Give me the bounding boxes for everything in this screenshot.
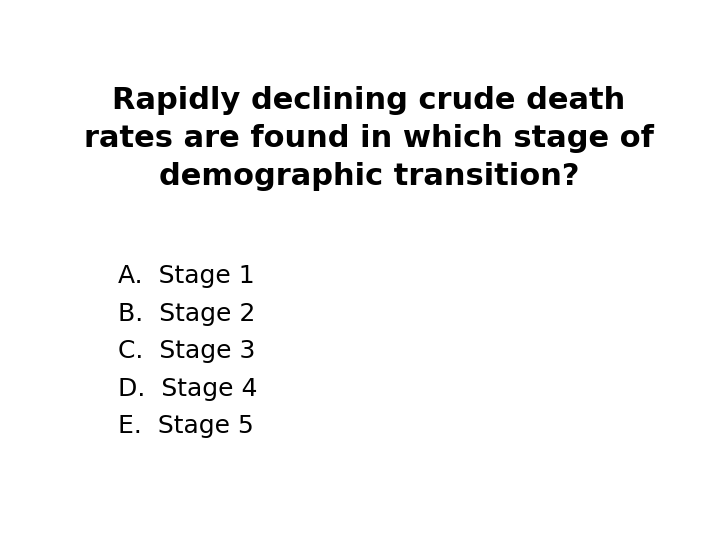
Text: E.  Stage 5: E. Stage 5 [118,414,253,438]
Text: A.  Stage 1: A. Stage 1 [118,265,255,288]
Text: D.  Stage 4: D. Stage 4 [118,377,258,401]
Text: Rapidly declining crude death
rates are found in which stage of
demographic tran: Rapidly declining crude death rates are … [84,85,654,191]
Text: C.  Stage 3: C. Stage 3 [118,339,256,363]
Text: B.  Stage 2: B. Stage 2 [118,302,256,326]
